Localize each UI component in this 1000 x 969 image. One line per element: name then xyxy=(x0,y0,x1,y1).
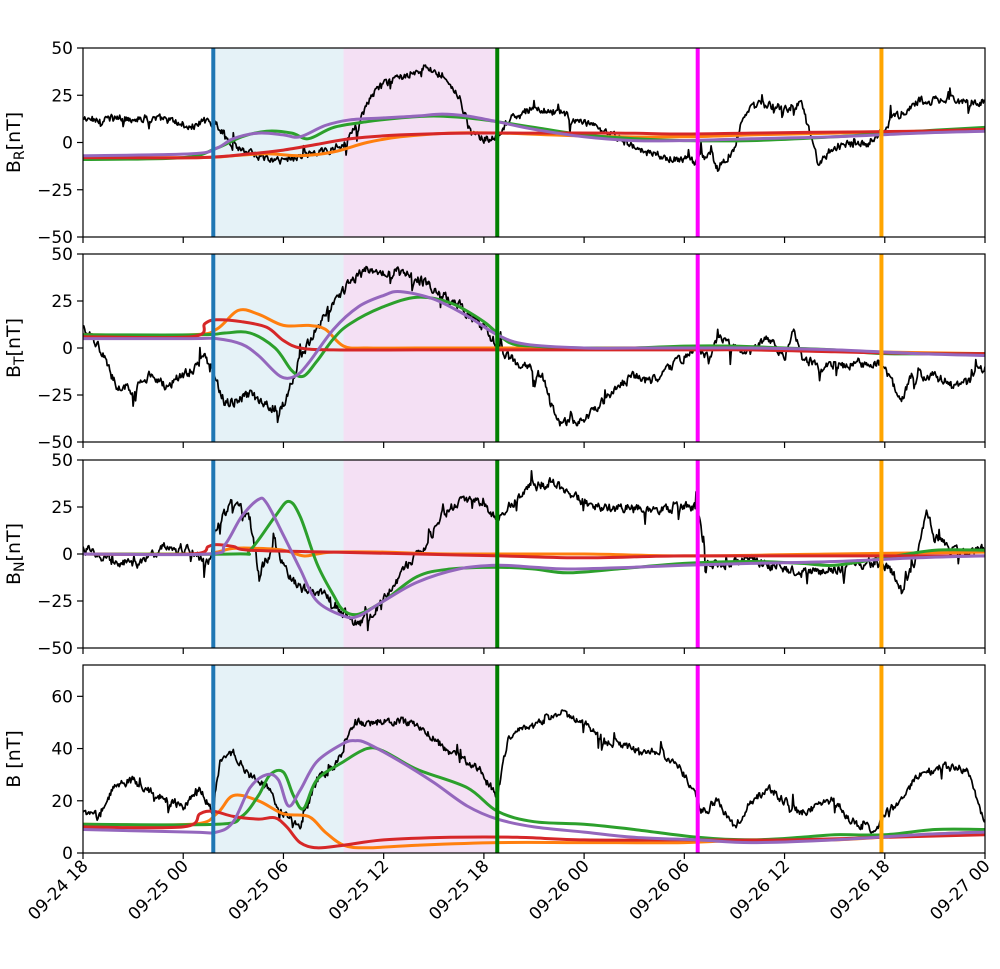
x-tick-label: 09-26 12 xyxy=(726,856,794,924)
x-tick-label: 09-27 00 xyxy=(926,856,994,924)
series-line-observed xyxy=(83,64,985,172)
y-tick-label: 25 xyxy=(51,86,73,106)
y-tick-label: 0 xyxy=(62,134,73,154)
y-tick-label: 0 xyxy=(62,339,73,359)
y-tick-label: −25 xyxy=(37,592,73,612)
panel-bt: 50 25 0 −25 −50 BT[nT] xyxy=(3,245,986,453)
panel-br: 50 25 0 −25 −50 BR[nT] xyxy=(3,39,986,248)
y-tick-label: 60 xyxy=(51,687,73,707)
series-line-model-purple xyxy=(83,289,985,380)
x-tick-label: 09-25 00 xyxy=(125,856,193,924)
shaded-region-2 xyxy=(343,665,498,853)
shaded-region-1 xyxy=(213,254,344,442)
series-line-model-purple xyxy=(83,496,985,620)
y-tick-label: 0 xyxy=(62,545,73,565)
y-tick-label: 50 xyxy=(51,245,73,265)
y-tick-label: −50 xyxy=(37,433,73,453)
y-axis-label: B [nT] xyxy=(3,730,25,788)
series-line-model-purple xyxy=(83,739,985,845)
plot-area xyxy=(83,64,985,172)
y-tick-label: 20 xyxy=(51,792,73,812)
y-tick-label: 50 xyxy=(51,451,73,471)
x-tick-label: 09-24 18 xyxy=(24,856,92,924)
y-axis-label: BR[nT] xyxy=(3,112,28,173)
series-line-model-red xyxy=(83,543,985,560)
y-tick-label: 0 xyxy=(62,844,73,864)
y-axis-label: BT[nT] xyxy=(3,318,28,378)
x-tick-label: 09-25 12 xyxy=(325,856,393,924)
series-line-model-red xyxy=(83,127,985,160)
series-line-model-green xyxy=(83,746,985,842)
x-tick-label: 09-25 18 xyxy=(425,856,493,924)
y-axis-label: BN[nT] xyxy=(3,523,28,585)
shaded-region-1 xyxy=(213,665,344,853)
y-tick-label: 50 xyxy=(51,39,73,59)
x-tick-label: 09-26 06 xyxy=(626,856,694,924)
y-tick-label: 25 xyxy=(51,292,73,312)
plot-area xyxy=(83,469,985,632)
y-tick-label: 25 xyxy=(51,498,73,518)
plot-area xyxy=(83,709,985,850)
y-tick-label: −50 xyxy=(37,639,73,659)
panel-bn: 50 25 0 −25 −50 BN[nT] xyxy=(3,451,986,659)
series-line-observed xyxy=(83,469,985,632)
series-line-observed xyxy=(83,709,985,834)
x-tick-label: 09-25 06 xyxy=(225,856,293,924)
series-line-observed xyxy=(83,265,985,427)
y-tick-label: −25 xyxy=(37,386,73,406)
y-tick-label: 40 xyxy=(51,740,73,760)
series-line-model-purple xyxy=(83,112,985,158)
y-tick-label: −50 xyxy=(37,228,73,248)
x-tick-label: 09-26 00 xyxy=(525,856,593,924)
y-tick-label: −25 xyxy=(37,181,73,201)
panel-b: 60 40 20 0 B [nT] xyxy=(3,664,986,864)
axes-frame xyxy=(82,664,986,854)
x-tick-label: 09-26 18 xyxy=(826,856,894,924)
